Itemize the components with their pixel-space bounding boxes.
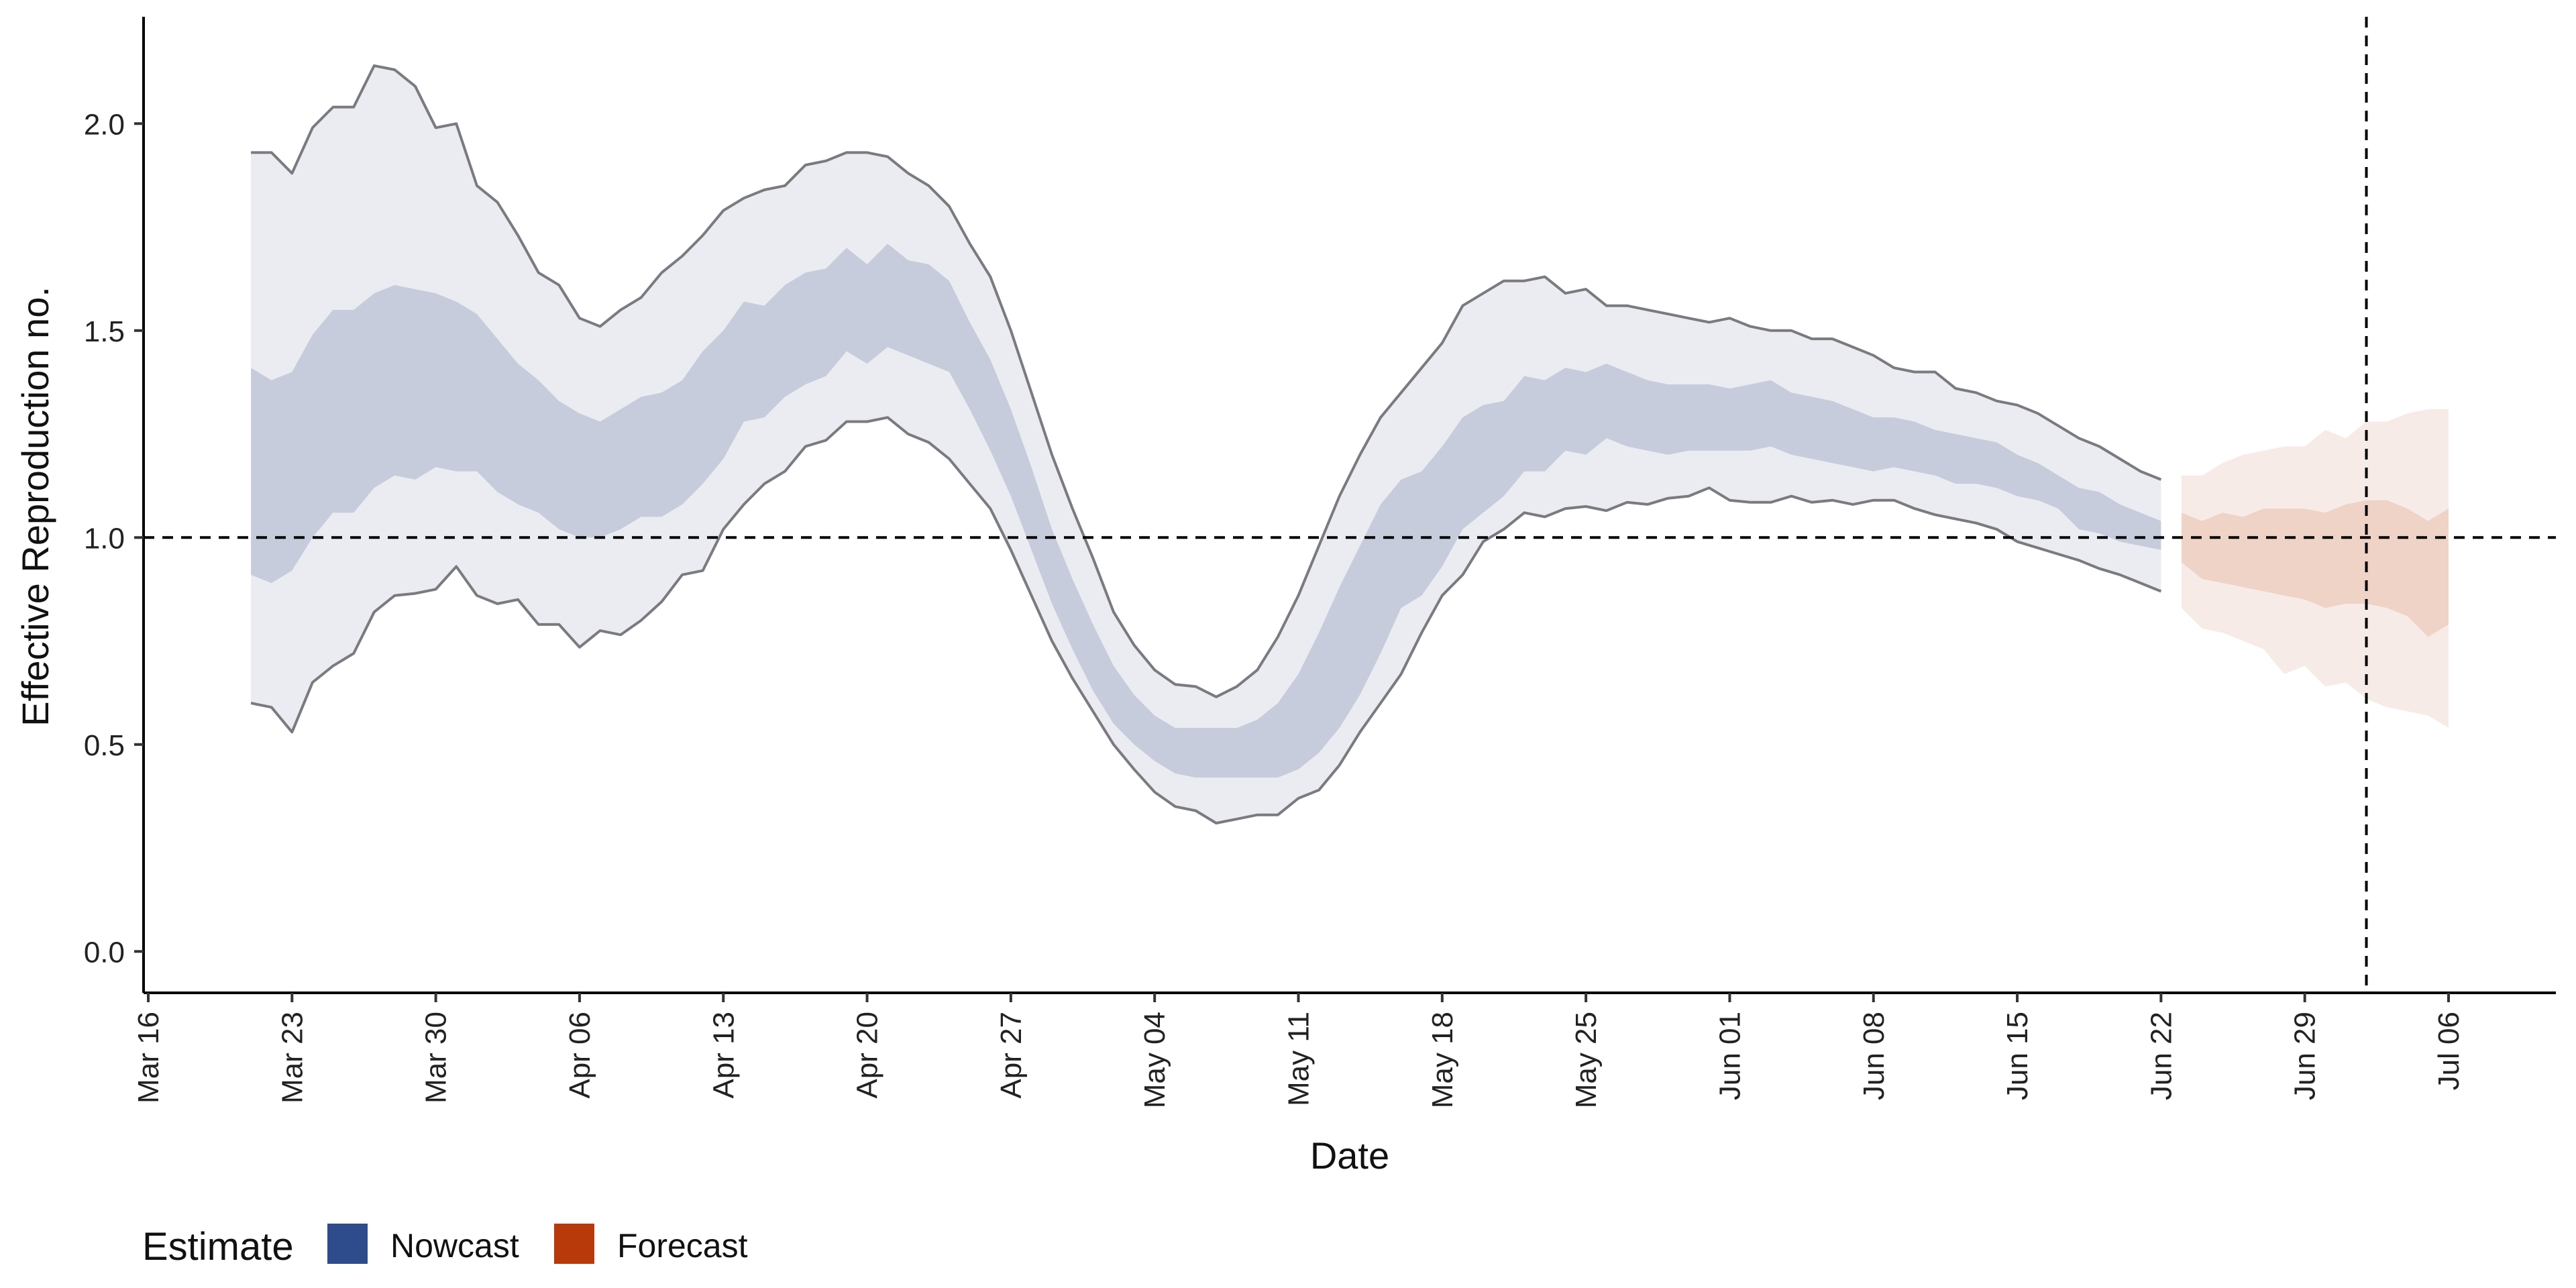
legend-label-nowcast: Nowcast (390, 1227, 519, 1265)
y-axis-title: Effective Reproduction no. (14, 286, 56, 727)
legend-swatch-forecast (554, 1224, 594, 1264)
x-tick-label: Apr 27 (995, 1012, 1028, 1099)
x-tick-label: May 04 (1138, 1012, 1171, 1108)
x-tick-label: Apr 06 (564, 1012, 596, 1099)
x-tick-label: May 11 (1283, 1012, 1316, 1106)
nowcast-band-50 (251, 244, 2161, 778)
x-tick-label: May 18 (1426, 1012, 1459, 1108)
x-tick-label: Apr 20 (851, 1012, 884, 1099)
y-tick-label: 2.0 (84, 108, 125, 141)
x-tick-label: Apr 13 (707, 1012, 740, 1099)
y-tick-label: 0.5 (84, 729, 125, 762)
y-tick-label: 0.0 (84, 936, 125, 969)
y-tick-label: 1.5 (84, 315, 125, 348)
x-tick-label: Jun 01 (1713, 1012, 1746, 1100)
y-tick-label: 1.0 (84, 522, 125, 555)
x-tick-label: Jun 29 (2289, 1012, 2322, 1100)
x-tick-label: Mar 30 (420, 1012, 453, 1104)
x-tick-label: Jul 06 (2432, 1012, 2465, 1090)
nowcast-lower-line (250, 416, 2162, 824)
legend: Estimate Nowcast Forecast (142, 1224, 748, 1269)
x-tick-label: May 25 (1570, 1012, 1603, 1108)
x-tick-label: Mar 16 (132, 1012, 165, 1104)
nowcast-band-90 (251, 65, 2161, 823)
plot-area (144, 17, 2556, 993)
nowcast-upper-line (251, 64, 2162, 698)
x-tick-label: Mar 23 (276, 1012, 309, 1104)
forecast-band-50 (2182, 500, 2449, 637)
x-axis-title: Date (1310, 1134, 1389, 1177)
x-tick-label: Jun 15 (2001, 1012, 2034, 1100)
legend-label-forecast: Forecast (617, 1227, 748, 1265)
x-tick-label: Jun 08 (1858, 1012, 1890, 1100)
legend-swatch-nowcast (327, 1224, 368, 1264)
axes: 0.0 0.5 1.0 1.5 2.0 Mar 16 Mar 23 Mar 30 Apr 06 A… (84, 17, 2556, 1108)
x-tick-label: Jun 22 (2145, 1012, 2178, 1100)
legend-title: Estimate (142, 1225, 294, 1269)
